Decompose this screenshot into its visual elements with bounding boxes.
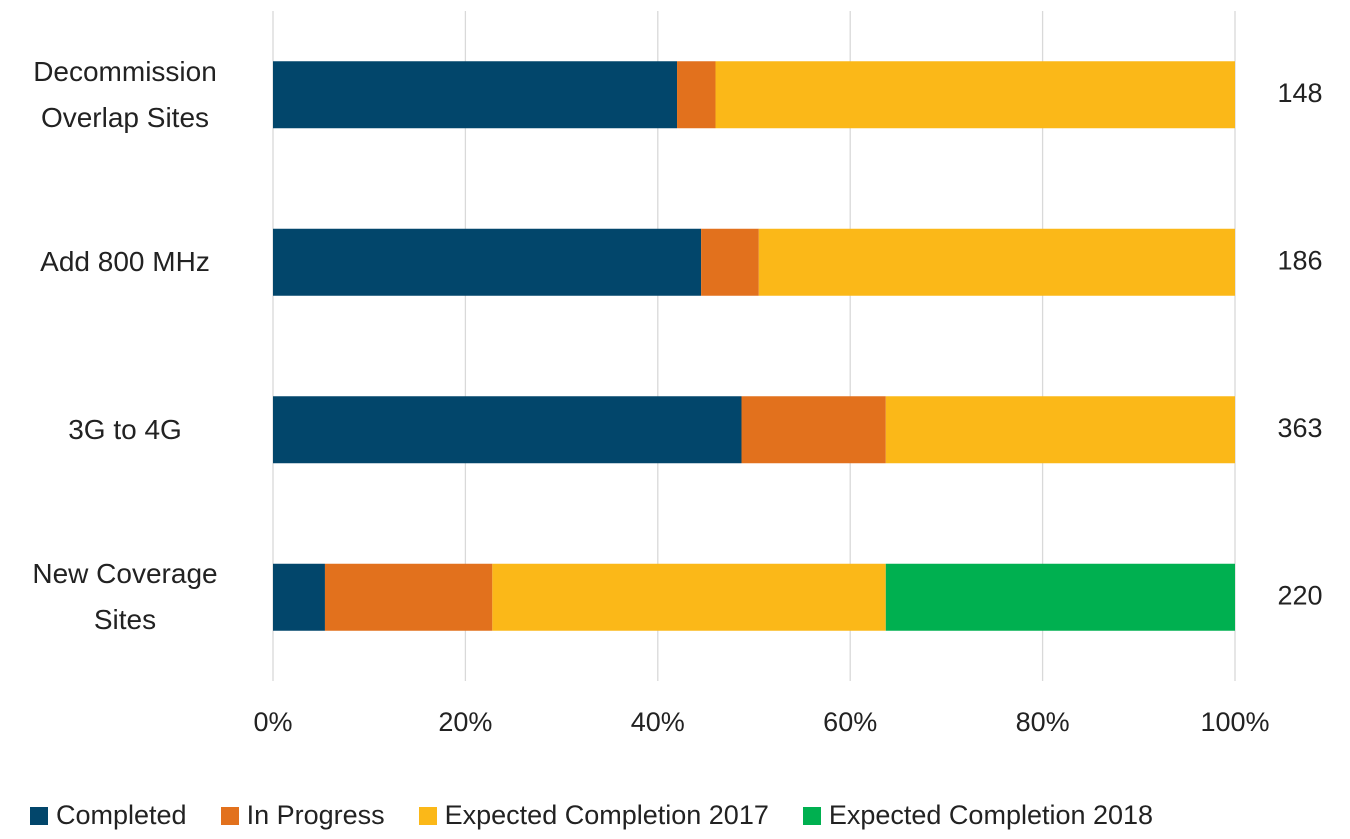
bar-segment [715, 61, 1235, 129]
legend-label: Completed [56, 800, 187, 830]
legend-label: In Progress [246, 800, 385, 830]
legend: Completed In Progress Expected Completion … [30, 800, 1153, 831]
x-tick-label: 100% [1200, 707, 1269, 737]
legend-swatch [418, 806, 437, 825]
bar-segment [324, 563, 493, 631]
bar-segment [741, 396, 886, 464]
bar-segment [273, 396, 742, 464]
legend-item: Expected Completion 2017 [418, 800, 769, 831]
total-label: 186 [1277, 245, 1322, 275]
x-tick-label: 40% [631, 707, 685, 737]
category-label: 3G to 4G [68, 413, 182, 445]
legend-label: Expected Completion 2018 [828, 800, 1154, 830]
bar-segment [758, 228, 1235, 296]
legend-swatch [220, 806, 239, 825]
x-tick-label: 60% [823, 707, 877, 737]
category-label: Decommission Overlap Sites [33, 55, 217, 133]
legend-label: Expected Completion 2017 [444, 800, 769, 830]
bar-segment [677, 61, 716, 129]
bar-segment [885, 396, 1235, 464]
x-tick-label: 80% [1016, 707, 1070, 737]
x-tick-label: 20% [438, 707, 492, 737]
legend-item: Completed [30, 800, 187, 831]
bar-segment [492, 563, 886, 631]
bar-segment [701, 228, 759, 296]
total-label: 363 [1277, 413, 1322, 443]
category-label: New Coverage Sites [32, 558, 218, 636]
bar-segment [273, 228, 702, 296]
category-label: Add 800 MHz [40, 246, 210, 278]
bar-segment [273, 563, 325, 631]
legend-item: In Progress [220, 800, 385, 831]
legend-swatch [802, 806, 821, 825]
legend-swatch [30, 806, 48, 825]
bar-segment [885, 563, 1235, 631]
x-tick-label: 0% [253, 707, 292, 737]
legend-item: Expected Completion 2018 [802, 800, 1154, 831]
bar-segment [273, 61, 678, 129]
total-label: 220 [1277, 580, 1322, 610]
total-label: 148 [1277, 78, 1322, 108]
